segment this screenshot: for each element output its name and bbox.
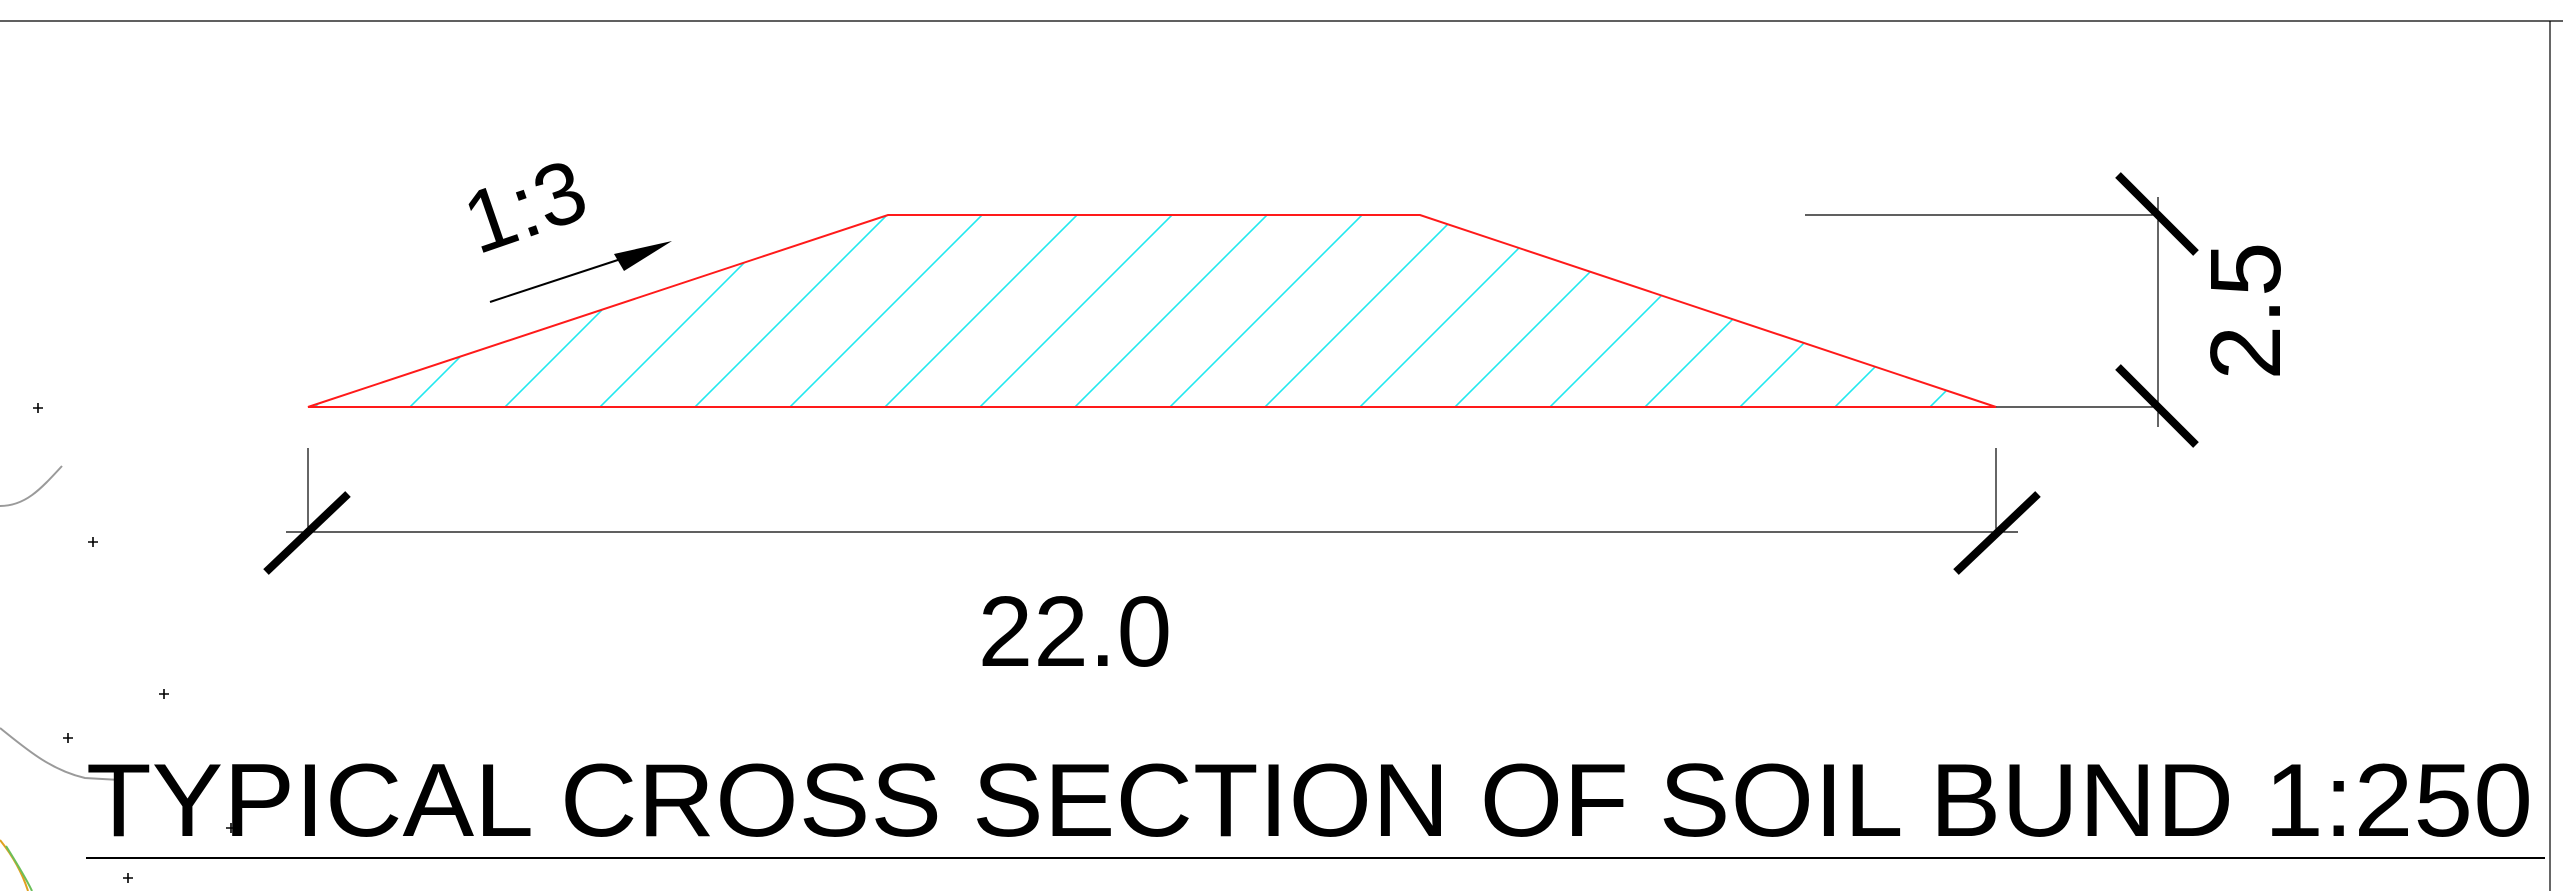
- dimension-tick: [2115, 364, 2199, 448]
- width-dimension-label: 22.0: [978, 576, 1173, 688]
- survey-point-icon: [226, 823, 236, 833]
- survey-point-icon: [159, 689, 169, 699]
- width-dimension: [263, 448, 2041, 575]
- hatch-line: [1929, 215, 1996, 407]
- hatch-line: [1644, 215, 1838, 407]
- hatch-line: [308, 215, 413, 407]
- contour-line: [0, 839, 29, 891]
- hatch-line: [1264, 215, 1458, 407]
- height-dimension: [1805, 172, 2199, 448]
- survey-point-icon: [63, 733, 73, 743]
- hatch-line: [884, 215, 1078, 407]
- drawing-title: TYPICAL CROSS SECTION OF SOIL BUND 1:250: [86, 743, 2533, 859]
- dimension-tick: [1953, 491, 2041, 575]
- height-dimension-label: 2.5: [2190, 241, 2302, 380]
- hatch-line: [1074, 215, 1268, 407]
- hatch-line: [1834, 215, 1996, 407]
- survey-point-icon: [123, 873, 133, 883]
- bund-outline: [307, 214, 1997, 408]
- dimension-tick: [263, 491, 351, 575]
- hatch-line: [1454, 215, 1648, 407]
- contour-line: [5, 845, 33, 891]
- hatch-line: [979, 215, 1173, 407]
- dimension-tick: [2115, 172, 2199, 256]
- hatch-line: [694, 215, 888, 407]
- hatch-line: [1169, 215, 1363, 407]
- hatch-line: [1359, 215, 1553, 407]
- survey-point-icon: [33, 403, 43, 413]
- contour-line: [0, 465, 63, 507]
- contour-line: [0, 727, 121, 781]
- hatch-line: [599, 215, 793, 407]
- arrow-head-icon: [614, 241, 672, 271]
- survey-point-icon: [88, 537, 98, 547]
- survey-point-markers: [33, 403, 236, 883]
- hatch-line: [1739, 215, 1933, 407]
- hatch-line: [1549, 215, 1743, 407]
- slope-label: 1:3: [451, 139, 599, 272]
- slope-arrow: [489, 241, 672, 303]
- site-plan-fragments: [0, 465, 121, 891]
- hatch-line: [789, 215, 983, 407]
